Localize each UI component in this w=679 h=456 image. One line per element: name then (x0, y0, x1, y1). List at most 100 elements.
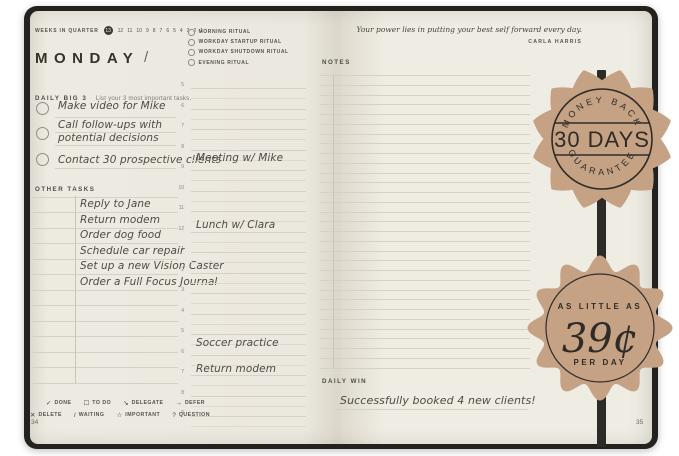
notes-line (320, 367, 530, 369)
notes-line (320, 328, 530, 330)
important-symbol-icon: ☆ (116, 412, 123, 419)
schedule-half-hour-line (191, 385, 306, 387)
ritual-item: MORNING RITUAL (188, 29, 289, 36)
schedule-hour-line (191, 252, 306, 253)
ruled-line (32, 382, 178, 384)
notes-line (320, 114, 530, 115)
legend-label: DONE (54, 400, 72, 406)
notes-line (320, 123, 530, 125)
legend-item: ✓ DONE (46, 399, 71, 407)
schedule-hour-label: 4 (181, 307, 184, 314)
schedule-hour-label: 3 (181, 287, 184, 293)
page-number-right: 35 (636, 419, 644, 426)
notes-line (320, 104, 530, 106)
schedule-half-hour-line (191, 98, 306, 100)
price-per-day-badge: AS LITTLE AS 39¢ PER DAY (527, 255, 673, 401)
ruled-line (32, 289, 178, 291)
notes-margin-line (333, 75, 334, 368)
legend-item: ✕ DELETE (30, 411, 62, 419)
current-week-badge: 13 (103, 26, 113, 35)
ritual-label: MORNING RITUAL (198, 29, 251, 36)
notes-line (320, 143, 530, 145)
schedule-half-hour-line (191, 159, 306, 161)
money-back-guarantee-badge: MONEY BACK 30 DAYS GUARANTEE (533, 70, 671, 208)
schedule-entry: Lunch w/ Clara (196, 219, 276, 231)
notes-line (320, 192, 530, 193)
other-task-entry: Schedule car repair (80, 244, 185, 257)
schedule-half-hour-line (191, 241, 306, 243)
daily-win-text: Successfully booked 4 new clients! (340, 394, 536, 407)
schedule-hour-label: 8 (181, 389, 184, 396)
notes-line (320, 270, 530, 271)
schedule-half-hour-line (191, 180, 306, 182)
notes-line (320, 357, 530, 359)
ruled-line (32, 305, 178, 306)
ruled-line (32, 227, 178, 229)
notes-line (320, 75, 530, 76)
legend-label: DELETE (38, 412, 62, 418)
ruled-line (32, 212, 178, 213)
schedule-entry: Meeting w/ Mike (196, 152, 284, 164)
legend-label: IMPORTANT (125, 412, 161, 418)
schedule-entry: Return modem (196, 362, 277, 375)
ritual-item: WORKDAY STARTUP RITUAL (188, 39, 289, 46)
schedule-hour-label: 7 (181, 369, 184, 375)
other-task-entry: Return modem (80, 213, 161, 226)
waiting-symbol-icon: / (73, 411, 76, 419)
big3-checkbox-icon (36, 153, 49, 166)
notes-line (320, 231, 530, 232)
legend-label: DEFER (184, 400, 206, 406)
notes-line (320, 348, 530, 349)
other-tasks-label: OTHER TASKS (35, 186, 96, 193)
legend-row: ✓ DONE ☐ TO DO ↘ DELEGATE → DEFER (46, 399, 206, 408)
notes-line (320, 260, 530, 262)
notes-label: NOTES (322, 59, 351, 66)
schedule-hour-label: 6 (181, 102, 184, 109)
schedule-half-hour-line (191, 426, 306, 428)
schedule-hour-label: 9 (181, 164, 184, 170)
schedule-half-hour-line (191, 200, 306, 202)
delegate-symbol-icon: ↘ (123, 400, 129, 407)
big3-task-3: Contact 30 prospective clients (58, 154, 222, 166)
daily-big3-label: DAILY BIG 3 (35, 95, 88, 102)
legend-label: DELEGATE (131, 400, 164, 406)
schedule-half-hour-line (191, 262, 306, 264)
ruled-line (32, 351, 178, 353)
schedule-hour-line (191, 313, 306, 315)
day-title: MONDAY (35, 50, 140, 67)
schedule-half-hour-line (191, 344, 306, 346)
notes-line (320, 279, 530, 281)
defer-symbol-icon: → (175, 399, 182, 407)
schedule-hour-line (191, 231, 306, 233)
schedule-half-hour-line (191, 139, 306, 141)
notes-line (320, 309, 530, 310)
schedule-half-hour-line (191, 282, 306, 284)
done-symbol-icon: ✓ (46, 400, 52, 407)
schedule-entry: Soccer practice (196, 336, 279, 349)
daily-big3-header: DAILY BIG 3 List your 3 most important t… (35, 87, 191, 105)
notes-line (320, 211, 530, 213)
schedule-hour-line (191, 375, 306, 376)
notes-line (320, 133, 530, 135)
legend-item: ? QUESTION (172, 411, 210, 419)
other-task-entry: Reply to Jane (80, 198, 151, 210)
schedule-half-hour-line (191, 364, 306, 366)
notes-line (320, 299, 530, 301)
schedule-hour-line (191, 334, 306, 335)
big3-checkbox-icon (36, 102, 49, 115)
schedule-hour-label: 5 (181, 82, 184, 88)
notes-line (320, 94, 530, 96)
week-number: 9 (145, 27, 149, 34)
other-task-entry: Order dog food (80, 229, 162, 241)
ritual-item: WORKDAY SHUTDOWN RITUAL (188, 49, 289, 56)
notes-line (320, 338, 530, 340)
circle-checkbox-icon (188, 29, 195, 36)
ritual-label: WORKDAY SHUTDOWN RITUAL (198, 49, 289, 56)
week-number: 12 (117, 27, 124, 34)
daily-big3-hint: List your 3 most important tasks. (95, 95, 192, 102)
week-number: 4 (179, 27, 183, 34)
big3-checkbox-icon (36, 127, 49, 140)
schedule-hour-line (191, 88, 306, 89)
week-number: 10 (136, 27, 142, 34)
